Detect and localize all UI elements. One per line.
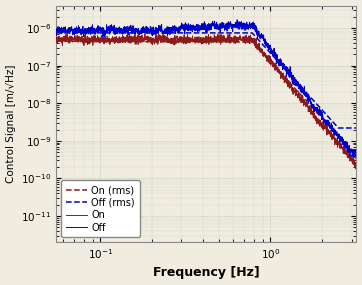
Off xyxy=(354,152,359,156)
On xyxy=(200,38,205,41)
Off (rms) xyxy=(346,126,350,130)
Legend: On (rms), Off (rms), On, Off: On (rms), Off (rms), On, Off xyxy=(61,180,140,237)
Off (rms) xyxy=(69,31,73,34)
Line: Off (rms): Off (rms) xyxy=(56,33,357,128)
Off xyxy=(291,82,295,86)
Off xyxy=(346,145,350,148)
On (rms) xyxy=(346,145,350,148)
On xyxy=(127,32,132,36)
On (rms) xyxy=(54,40,58,43)
On xyxy=(354,165,359,168)
X-axis label: Frequency [Hz]: Frequency [Hz] xyxy=(153,266,260,280)
Off xyxy=(54,29,58,33)
Line: Off: Off xyxy=(56,20,357,159)
On xyxy=(354,167,358,171)
Off (rms) xyxy=(354,126,359,130)
On (rms) xyxy=(345,145,350,148)
Off (rms) xyxy=(54,31,58,34)
Off (rms) xyxy=(192,31,196,34)
Off (rms) xyxy=(336,126,341,130)
On xyxy=(346,153,350,157)
Line: On (rms): On (rms) xyxy=(56,41,357,156)
On (rms) xyxy=(290,84,295,87)
On (rms) xyxy=(192,40,196,44)
Off xyxy=(235,18,239,22)
Off xyxy=(200,26,204,29)
On xyxy=(192,37,197,40)
On (rms) xyxy=(354,155,359,158)
On xyxy=(346,156,350,159)
On xyxy=(291,89,295,92)
Off (rms) xyxy=(200,31,204,34)
On xyxy=(69,38,73,42)
Off xyxy=(354,157,358,160)
On (rms) xyxy=(200,40,204,44)
On xyxy=(54,41,58,44)
Off xyxy=(69,27,73,30)
On (rms) xyxy=(69,40,73,43)
Off xyxy=(346,150,350,154)
Line: On: On xyxy=(56,34,357,169)
Off (rms) xyxy=(290,76,295,79)
Off xyxy=(192,26,196,30)
Off (rms) xyxy=(346,126,350,130)
Y-axis label: Control Signal [m/√Hz]: Control Signal [m/√Hz] xyxy=(5,65,16,183)
